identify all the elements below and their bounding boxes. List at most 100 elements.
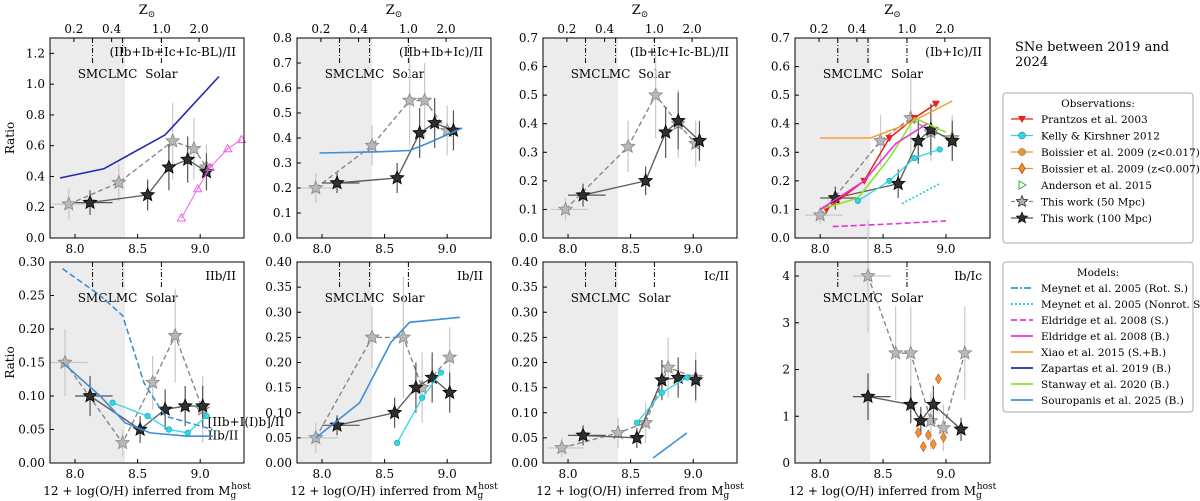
- panel-frame: [794, 37, 991, 239]
- legend-observations-entry: Boissier et al. 2009 (z<0.007): [1011, 162, 1200, 176]
- y-tick-label: 0.05: [511, 431, 538, 445]
- data-point-star: [910, 132, 926, 148]
- data-point-star: [195, 398, 211, 413]
- x-tick-label: 8.0: [312, 242, 331, 256]
- y-tick-label: 0.6: [771, 60, 790, 74]
- z-tick-label: 0.4: [847, 22, 866, 36]
- y-tick-label: 0.1: [519, 202, 538, 216]
- panel-frame: [542, 37, 738, 239]
- x-axis-label-sup: host: [724, 482, 744, 492]
- panel-title: (Ib+Ic+Ic-BL)/II: [630, 45, 729, 59]
- y-tick-label: 0.15: [18, 356, 45, 370]
- y-tick-label: 0.30: [18, 255, 45, 269]
- series-line: [857, 148, 940, 202]
- x-tick-label: 8.5: [375, 467, 394, 481]
- data-point-star: [887, 345, 904, 360]
- marker-label: Solar: [145, 67, 177, 81]
- data-point-diamond: [940, 431, 947, 443]
- data-point-star: [670, 369, 686, 385]
- data-point-circle: [394, 439, 401, 447]
- marker-label: Solar: [392, 291, 424, 305]
- panel-title: Ib/II: [457, 269, 483, 283]
- z-tick-label: 1.0: [897, 22, 916, 36]
- y-tick-label: 0.8: [26, 108, 45, 122]
- panel-frame: [542, 261, 738, 464]
- data-point-star: [944, 132, 960, 148]
- legend-observations-entry: This work (50 Mpc): [1011, 194, 1145, 209]
- y-tick-label: 0.2: [26, 200, 45, 214]
- data-point-circle: [144, 413, 151, 420]
- series-line: [319, 127, 463, 154]
- data-point-triangle: [205, 162, 216, 171]
- series-line: [61, 361, 213, 438]
- data-point-star: [386, 404, 403, 420]
- data-point-star: [408, 379, 424, 395]
- x-tick-label: 8.5: [128, 242, 147, 256]
- panel-1: SMC LMC Solar (IIb+Ib+Ic+Ic-BL)/II 0.0 0.2 0.4…: [3, 3, 247, 256]
- y-tick-label: 0.3: [519, 145, 538, 159]
- shaded-band: [795, 262, 871, 463]
- y-tick-label: 4: [782, 269, 790, 283]
- data-point-star: [670, 112, 686, 128]
- z-tick-label: 0.2: [311, 22, 330, 36]
- z-tick-label: 2.0: [935, 22, 954, 36]
- y-tick-label: 1.2: [26, 46, 45, 60]
- data-point-star: [654, 372, 670, 387]
- data-point-triangle: [885, 135, 894, 142]
- data-point-triangle: [931, 100, 940, 108]
- data-point-star: [401, 92, 418, 108]
- legend-marker: [1015, 211, 1029, 224]
- data-point-star: [82, 387, 98, 403]
- x-tick-label: 9.0: [936, 467, 955, 481]
- panel-title: (Ib+Ic)/II: [925, 45, 982, 59]
- data-point-star: [161, 159, 177, 174]
- data-point-star: [364, 137, 380, 153]
- data-point-triangle: [236, 134, 247, 144]
- y-tick-label: 0.5: [273, 106, 292, 120]
- z-tick-label: 0.4: [595, 22, 614, 36]
- data-point-star: [860, 267, 876, 283]
- z-tick-label: 0.4: [102, 22, 121, 36]
- data-point-star: [660, 359, 676, 375]
- legend-marker: [1015, 194, 1029, 207]
- legend-label: Xiao et al. 2015 (S.+B.): [1041, 347, 1166, 359]
- data-point-star: [111, 174, 127, 190]
- data-point-diamond: [925, 429, 932, 441]
- data-point-star: [144, 374, 161, 390]
- data-point-star: [308, 179, 324, 195]
- y-tick-label: 0.4: [771, 117, 790, 131]
- z-axis-title: Z⊙: [884, 3, 901, 20]
- data-point-circle: [633, 419, 640, 426]
- y-tick-label: 1.0: [26, 77, 45, 91]
- y-tick-label: 0.0: [273, 231, 292, 245]
- x-tick-label: 9.0: [191, 242, 210, 256]
- y-tick-label: 0.2: [273, 181, 292, 195]
- shaded-band: [297, 38, 373, 238]
- x-axis-label-sub: g: [478, 491, 484, 501]
- y-tick-label: 0.5: [519, 88, 538, 102]
- data-point-star: [180, 151, 196, 167]
- panel-2: SMC LMC Solar (IIb+Ib+Ic)/II 0.0 0.1 0.2 0.3 0.4…: [273, 3, 492, 256]
- y-tick-label: 0.00: [511, 456, 538, 470]
- y-tick-label: 0.5: [771, 88, 790, 102]
- y-tick-label: 0.6: [26, 139, 45, 153]
- legend-label: Boissier et al. 2009 (z<0.017): [1041, 147, 1200, 159]
- legend-models-entry: Xiao et al. 2015 (S.+B.): [1011, 347, 1166, 359]
- marker-label: SMC: [823, 67, 853, 81]
- data-point-triangle: [222, 143, 233, 153]
- x-axis-label: 12 + log(O/H) inferred from Mghost: [789, 482, 997, 501]
- data-point-star: [389, 169, 405, 185]
- y-tick-label: 0.00: [18, 456, 45, 470]
- series-line: [867, 275, 966, 429]
- y-tick-label: 0.40: [511, 255, 538, 269]
- y-axis-label: Ratio: [3, 346, 17, 378]
- x-tick-label: 8.5: [874, 467, 893, 481]
- marker-label: LMC: [108, 67, 137, 81]
- y-tick-label: 0.4: [26, 169, 45, 183]
- series-line: [59, 75, 220, 179]
- x-tick-label: 8.0: [558, 242, 577, 256]
- legend-label: This work (100 Mpc): [1041, 213, 1152, 225]
- data-point-circle: [437, 369, 445, 376]
- y-tick-label: 3: [782, 316, 790, 330]
